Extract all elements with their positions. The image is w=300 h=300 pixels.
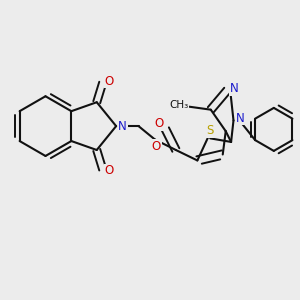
Text: CH₃: CH₃ xyxy=(169,100,188,110)
Text: N: N xyxy=(118,120,127,133)
Text: O: O xyxy=(152,140,161,153)
Text: N: N xyxy=(236,112,244,124)
Text: O: O xyxy=(105,164,114,177)
Text: S: S xyxy=(206,124,213,137)
Text: O: O xyxy=(155,117,164,130)
Text: N: N xyxy=(230,82,238,95)
Text: O: O xyxy=(105,75,114,88)
